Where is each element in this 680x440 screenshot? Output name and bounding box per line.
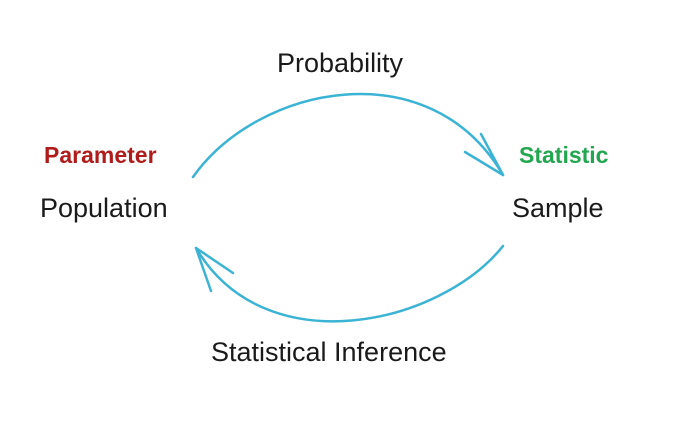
- parameter-label: Parameter: [44, 142, 157, 168]
- inference-arrowhead: [194, 246, 235, 293]
- population-label: Population: [40, 193, 168, 223]
- probability-label: Probability: [277, 48, 404, 78]
- statistic-label: Statistic: [519, 142, 609, 168]
- probability-arrow: [191, 92, 505, 179]
- sample-label: Sample: [512, 193, 604, 223]
- probability-arrowhead: [463, 132, 505, 177]
- inference-arrow: [194, 244, 505, 323]
- statistical-inference-label: Statistical Inference: [211, 337, 447, 367]
